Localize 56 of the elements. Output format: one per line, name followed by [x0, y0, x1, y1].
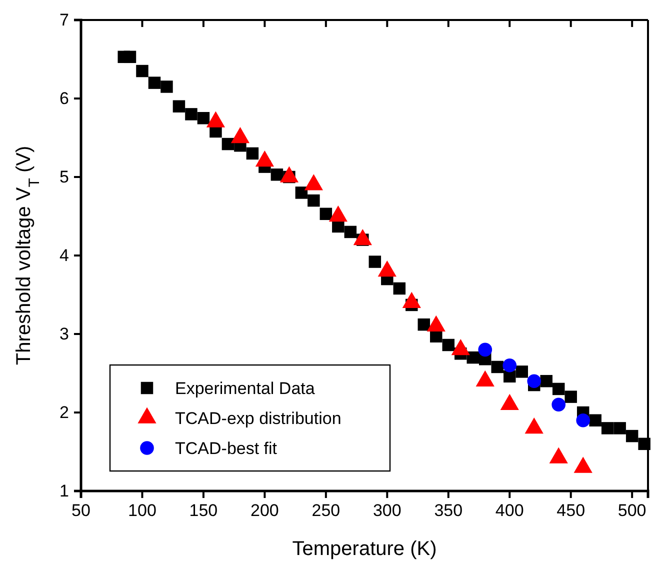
legend-label: Experimental Data: [175, 379, 316, 398]
x-tick-label: 100: [128, 501, 156, 520]
y-tick-label: 1: [60, 481, 69, 500]
point: [589, 414, 602, 426]
point: [185, 108, 198, 120]
point: [614, 422, 626, 434]
x-tick-label: 300: [372, 501, 402, 520]
point: [552, 382, 565, 396]
point: [270, 168, 284, 181]
y-tick-label: 3: [60, 324, 69, 344]
point: [502, 358, 517, 372]
point: [516, 366, 528, 378]
point: [442, 338, 455, 352]
point: [124, 50, 136, 64]
point: [576, 413, 590, 428]
y-tick-label: 4: [60, 246, 69, 265]
x-tick-label: 150: [189, 501, 218, 520]
legend-label: TCAD-exp distribution: [175, 409, 342, 428]
x-tick-label: 450: [556, 501, 586, 520]
point: [540, 374, 552, 388]
y-tick-label: 6: [60, 88, 69, 108]
point: [418, 318, 430, 331]
point: [197, 112, 210, 124]
point: [478, 342, 492, 357]
point: [246, 147, 259, 160]
point: [344, 226, 357, 238]
y-tick-label: 2: [60, 402, 69, 422]
point: [320, 208, 332, 220]
x-tick-label: 350: [434, 501, 463, 520]
point: [491, 360, 504, 374]
point: [222, 138, 234, 150]
point: [308, 194, 320, 207]
point: [626, 430, 638, 442]
x-tick-label: 400: [495, 501, 524, 520]
point: [638, 438, 650, 450]
point: [160, 80, 173, 93]
x-tick-label: 500: [618, 501, 646, 520]
point: [393, 282, 406, 295]
x-tick-label: 250: [312, 501, 340, 520]
y-tick-label: 5: [60, 167, 69, 186]
point: [527, 374, 542, 388]
point: [332, 220, 344, 233]
point: [172, 100, 186, 112]
legend-label: TCAD-best fit: [175, 439, 278, 458]
x-axis-title: Temperature (K): [292, 538, 437, 560]
point: [552, 398, 566, 412]
x-tick-label: 200: [250, 501, 279, 520]
point: [466, 351, 479, 364]
point: [564, 390, 577, 403]
point: [295, 186, 308, 199]
point: [601, 422, 614, 434]
point: [368, 256, 382, 268]
y-tick-label: 7: [60, 10, 69, 30]
x-tick-label: 50: [72, 501, 90, 520]
point: [148, 76, 161, 89]
point: [136, 64, 148, 78]
